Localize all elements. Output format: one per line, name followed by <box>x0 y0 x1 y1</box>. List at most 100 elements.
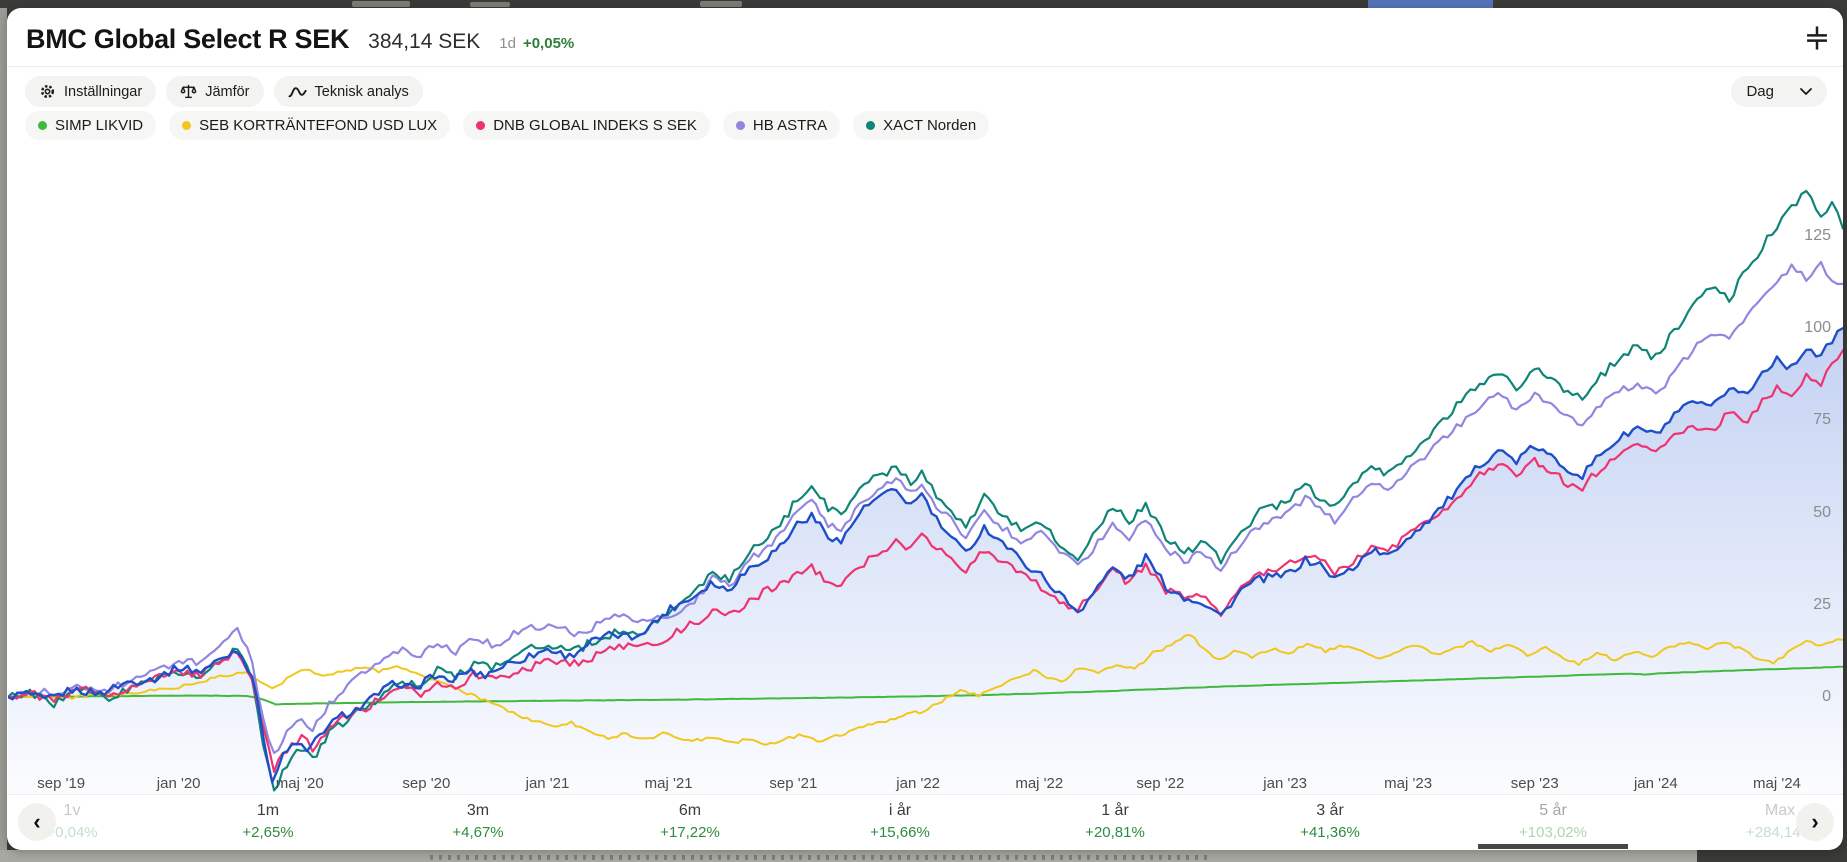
toolbar-button-teknisk-analys[interactable]: Teknisk analys <box>273 76 423 107</box>
y-axis-tick: 25 <box>1813 595 1831 613</box>
x-axis-tick: maj '24 <box>1752 775 1801 792</box>
scroll-right-button[interactable]: › <box>1796 803 1834 841</box>
period-1m[interactable]: 1m +2,65% <box>242 802 293 841</box>
period-label: 1 år <box>1101 802 1129 819</box>
x-axis-tick: sep '22 <box>1136 775 1185 792</box>
price-chart[interactable]: 125 100 75 50 25 0 sep '19 jan '20 maj '20 sep '… <box>8 145 1843 795</box>
period-change: +41,36% <box>1300 824 1360 841</box>
series-color-dot <box>735 121 745 130</box>
period-3m[interactable]: 3m +4,67% <box>452 802 503 841</box>
toolbar-button-label: Teknisk analys <box>314 83 409 100</box>
background-text-fragments <box>430 855 1210 860</box>
collapse-button[interactable] <box>1803 25 1831 53</box>
scroll-left-button[interactable]: ‹ <box>18 803 56 841</box>
x-axis-tick: jan '24 <box>1633 775 1678 792</box>
y-axis-tick: 0 <box>1822 688 1831 705</box>
period-label: 5 år <box>1539 802 1567 819</box>
fund-chart-card: BMC Global Select R SEK 384,14 SEK 1d +0… <box>7 8 1843 850</box>
background-bottom-strip <box>0 850 1847 862</box>
interval-value: Dag <box>1746 83 1774 100</box>
period-1v[interactable]: 1v +0,04% <box>46 802 97 841</box>
background-window-fragment <box>700 1 742 7</box>
legend-chip-label: HB ASTRA <box>752 117 828 134</box>
gear-icon <box>39 83 56 100</box>
toolbar-button-label: Inställningar <box>64 83 143 100</box>
background-window-fragment <box>352 1 410 7</box>
period-change: +20,81% <box>1085 824 1145 841</box>
background-window-fragment <box>470 2 510 7</box>
legend-chip-label: SIMP LIKVID <box>55 117 144 134</box>
period-label: 3m <box>466 802 490 819</box>
toolbar-button-j-mf-r[interactable]: Jämför <box>166 76 264 107</box>
period-3-år[interactable]: 3 år +41,36% <box>1300 802 1360 841</box>
interval-select[interactable]: Dag <box>1731 76 1827 107</box>
series-color-dot <box>476 121 486 130</box>
period-change: +15,66% <box>870 824 930 841</box>
x-axis-tick: sep '23 <box>1510 775 1559 792</box>
toolbar: Inställningar Jämför Teknisk analys <box>25 76 423 107</box>
legend-chip-hb-astra[interactable]: HB ASTRA <box>722 111 841 140</box>
x-axis-tick: jan '20 <box>156 775 201 792</box>
fund-price: 384,14 SEK <box>368 30 481 53</box>
day-change: 1d +0,05% <box>499 35 574 52</box>
interval-control: Dag <box>1731 76 1827 107</box>
series-color-dot <box>38 121 47 130</box>
wave-icon <box>287 85 307 99</box>
x-axis-tick: sep '19 <box>37 775 86 792</box>
legend-chip-label: SEB KORTRÄNTEFOND USD LUX <box>199 117 438 134</box>
x-axis-tick: jan '21 <box>525 775 570 792</box>
header: BMC Global Select R SEK 384,14 SEK 1d +0… <box>26 24 574 55</box>
y-axis-tick: 125 <box>1804 227 1831 244</box>
background-blue-strip <box>1368 0 1493 8</box>
series-line-hb-astra <box>8 261 1843 755</box>
page-title: BMC Global Select R SEK <box>26 24 350 54</box>
period-1-år[interactable]: 1 år +20,81% <box>1085 802 1145 841</box>
collapse-icon <box>1804 26 1830 54</box>
day-change-value: +0,05% <box>522 35 575 52</box>
scale-icon <box>180 83 197 100</box>
toolbar-button-inst-llningar[interactable]: Inställningar <box>25 76 157 107</box>
series-line-bmc-global-select-r-sek <box>8 327 1843 784</box>
x-axis-tick: maj '23 <box>1384 775 1433 792</box>
period-6m[interactable]: 6m +17,22% <box>660 802 720 841</box>
period-i-år[interactable]: i år +15,66% <box>870 802 930 841</box>
legend-chip-xact-norden[interactable]: XACT Norden <box>853 111 990 140</box>
series-color-dot <box>866 121 876 130</box>
background-left-strip <box>0 8 7 850</box>
period-label: 6m <box>678 802 702 819</box>
x-axis-tick: sep '21 <box>769 775 818 792</box>
comparison-legend: SIMP LIKVID SEB KORTRÄNTEFOND USD LUX DNB … <box>25 111 990 140</box>
x-axis-tick: maj '21 <box>644 775 693 792</box>
selected-period-indicator <box>1477 844 1628 849</box>
series-fill-bmc-global-select-r-sek <box>8 328 1843 795</box>
day-change-period: 1d <box>499 35 516 52</box>
series-line-seb-kortr-ntefond-usd-lux <box>8 634 1843 746</box>
period-change: +4,67% <box>452 824 504 841</box>
legend-chip-simp-likvid[interactable]: SIMP LIKVID <box>25 111 157 140</box>
toolbar-button-label: Jämför <box>205 83 250 100</box>
period-label: 1v <box>63 802 81 819</box>
x-axis-tick: jan '23 <box>1263 775 1308 792</box>
legend-chip-label: DNB GLOBAL INDEKS S SEK <box>493 117 697 134</box>
period-change: +17,22% <box>660 824 720 841</box>
series-line-simp-likvid <box>8 665 1843 706</box>
period-selector: 1v +0,04% 1m +2,65% 3m +4,67% 6m +17,22% i år +15… <box>7 796 1843 850</box>
series-line-dnb-global-indeks-s-sek <box>8 349 1843 773</box>
header-divider <box>7 66 1843 67</box>
x-axis-tick: maj '20 <box>275 775 324 792</box>
background-dark-segment <box>1697 850 1847 862</box>
chart-canvas <box>8 189 1843 795</box>
chevron-down-icon <box>1800 88 1812 95</box>
x-axis-tick: maj '22 <box>1015 775 1064 792</box>
legend-chip-dnb-global-indeks-s-sek[interactable]: DNB GLOBAL INDEKS S SEK <box>463 111 710 140</box>
legend-chip-seb-kortr-ntefond-usd-lux[interactable]: SEB KORTRÄNTEFOND USD LUX <box>169 111 451 140</box>
period-label: 1m <box>256 802 280 819</box>
series-color-dot <box>182 121 192 130</box>
x-axis-tick: sep '20 <box>402 775 451 792</box>
period-5-år[interactable]: 5 år +103,02% <box>1477 802 1628 849</box>
y-axis-tick: 100 <box>1804 319 1831 337</box>
legend-chip-label: XACT Norden <box>883 117 977 134</box>
x-axis-tick: jan '22 <box>896 775 941 792</box>
period-label: 3 år <box>1316 802 1344 819</box>
period-change: +2,65% <box>242 824 294 841</box>
